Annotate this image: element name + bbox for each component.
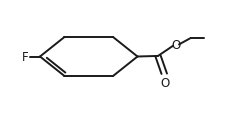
Text: F: F xyxy=(22,51,29,63)
Text: O: O xyxy=(160,76,170,89)
Text: O: O xyxy=(172,39,180,52)
